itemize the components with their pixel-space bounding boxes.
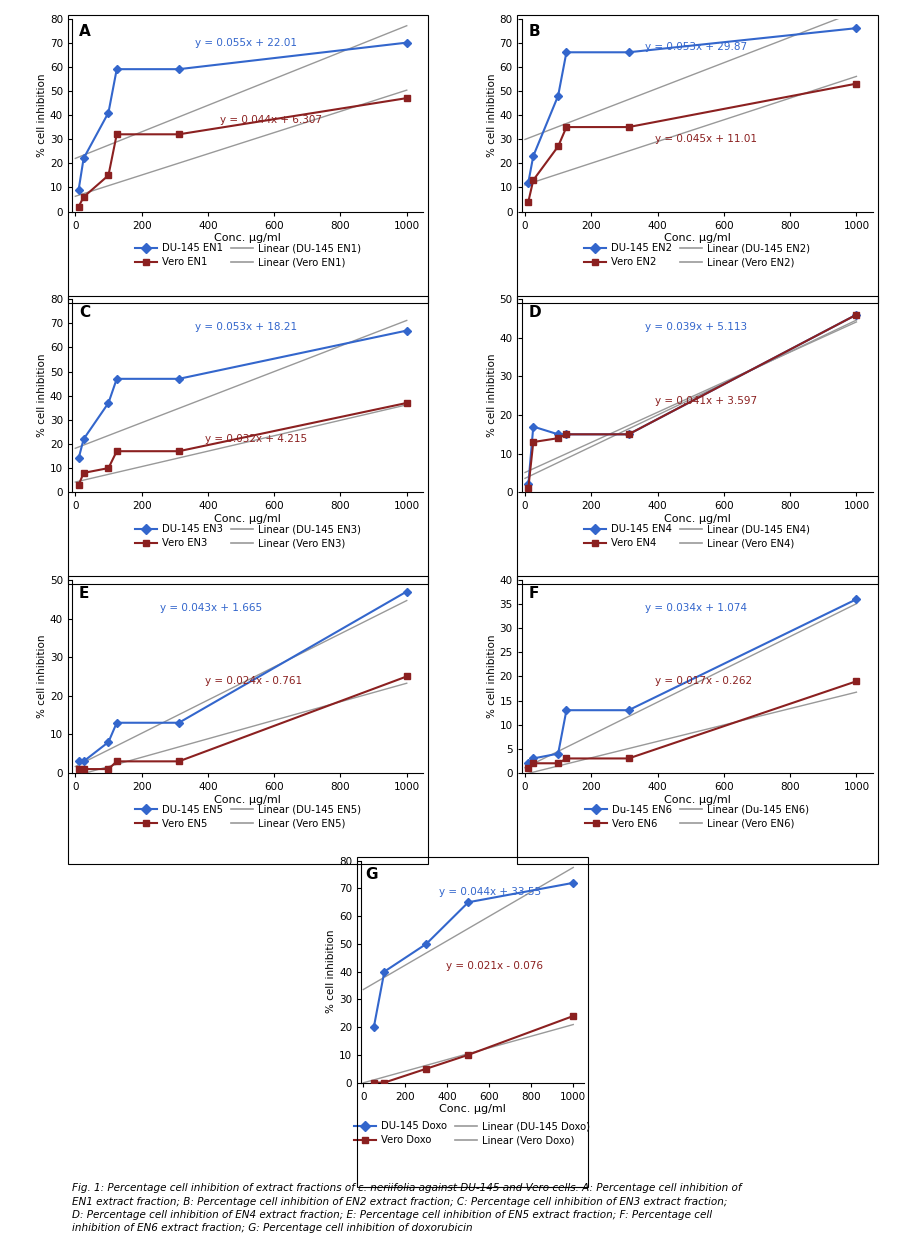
X-axis label: Conc. μg/ml: Conc. μg/ml <box>214 233 281 243</box>
Y-axis label: % cell inhibition: % cell inhibition <box>487 73 497 157</box>
Text: y = 0.043x + 1.665: y = 0.043x + 1.665 <box>160 603 262 613</box>
Text: y = 0.055x + 22.01: y = 0.055x + 22.01 <box>195 38 297 48</box>
Text: y = 0.039x + 5.113: y = 0.039x + 5.113 <box>644 322 747 332</box>
Y-axis label: % cell inhibition: % cell inhibition <box>487 634 497 718</box>
Y-axis label: % cell inhibition: % cell inhibition <box>327 930 337 1013</box>
Y-axis label: % cell inhibition: % cell inhibition <box>37 73 47 157</box>
Legend: DU-145 EN4, Vero EN4, Linear (DU-145 EN4), Linear (Vero EN4): DU-145 EN4, Vero EN4, Linear (DU-145 EN4… <box>584 524 810 548</box>
Text: E: E <box>79 586 89 601</box>
Text: F: F <box>528 586 539 601</box>
Legend: DU-145 EN3, Vero EN3, Linear (DU-145 EN3), Linear (Vero EN3): DU-145 EN3, Vero EN3, Linear (DU-145 EN3… <box>135 524 361 548</box>
Text: y = 0.032x + 4.215: y = 0.032x + 4.215 <box>205 434 308 444</box>
X-axis label: Conc. μg/ml: Conc. μg/ml <box>664 515 731 524</box>
Y-axis label: % cell inhibition: % cell inhibition <box>37 354 47 438</box>
X-axis label: Conc. μg/ml: Conc. μg/ml <box>664 795 731 805</box>
Legend: DU-145 EN1, Vero EN1, Linear (DU-145 EN1), Linear (Vero EN1): DU-145 EN1, Vero EN1, Linear (DU-145 EN1… <box>135 243 361 268</box>
Text: y = 0.024x - 0.761: y = 0.024x - 0.761 <box>205 676 302 686</box>
Text: D: D <box>528 305 541 320</box>
Text: Fig. 1: Percentage cell inhibition of extract fractions of ε. neriifolia against: Fig. 1: Percentage cell inhibition of ex… <box>72 1183 742 1233</box>
Text: y = 0.044x + 6.307: y = 0.044x + 6.307 <box>220 115 321 125</box>
Text: y = 0.041x + 3.597: y = 0.041x + 3.597 <box>655 396 757 406</box>
Text: G: G <box>365 868 378 882</box>
Text: y = 0.017x - 0.262: y = 0.017x - 0.262 <box>655 676 752 686</box>
Text: y = 0.034x + 1.074: y = 0.034x + 1.074 <box>644 603 747 613</box>
Y-axis label: % cell inhibition: % cell inhibition <box>37 634 47 718</box>
X-axis label: Conc. μg/ml: Conc. μg/ml <box>214 515 281 524</box>
Text: y = 0.053x + 18.21: y = 0.053x + 18.21 <box>195 322 297 332</box>
Text: A: A <box>79 25 91 39</box>
X-axis label: Conc. μg/ml: Conc. μg/ml <box>664 233 731 243</box>
X-axis label: Conc. μg/ml: Conc. μg/ml <box>439 1104 506 1114</box>
Text: C: C <box>79 305 90 320</box>
Text: y = 0.021x - 0.076: y = 0.021x - 0.076 <box>446 960 543 970</box>
Y-axis label: % cell inhibition: % cell inhibition <box>487 354 497 438</box>
Legend: DU-145 EN5, Vero EN5, Linear (DU-145 EN5), Linear (Vero EN5): DU-145 EN5, Vero EN5, Linear (DU-145 EN5… <box>135 805 361 829</box>
Text: y = 0.053x + 29.87: y = 0.053x + 29.87 <box>644 42 747 52</box>
Text: y = 0.045x + 11.01: y = 0.045x + 11.01 <box>655 135 757 144</box>
Legend: Du-145 EN6, Vero EN6, Linear (Du-145 EN6), Linear (Vero EN6): Du-145 EN6, Vero EN6, Linear (Du-145 EN6… <box>585 805 809 829</box>
Legend: DU-145 Doxo, Vero Doxo, Linear (DU-145 Doxo), Linear (Vero Doxo): DU-145 Doxo, Vero Doxo, Linear (DU-145 D… <box>355 1120 590 1145</box>
Legend: DU-145 EN2, Vero EN2, Linear (DU-145 EN2), Linear (Vero EN2): DU-145 EN2, Vero EN2, Linear (DU-145 EN2… <box>584 243 810 268</box>
X-axis label: Conc. μg/ml: Conc. μg/ml <box>214 795 281 805</box>
Text: B: B <box>528 25 540 39</box>
Text: y = 0.044x + 33.55: y = 0.044x + 33.55 <box>439 887 541 897</box>
